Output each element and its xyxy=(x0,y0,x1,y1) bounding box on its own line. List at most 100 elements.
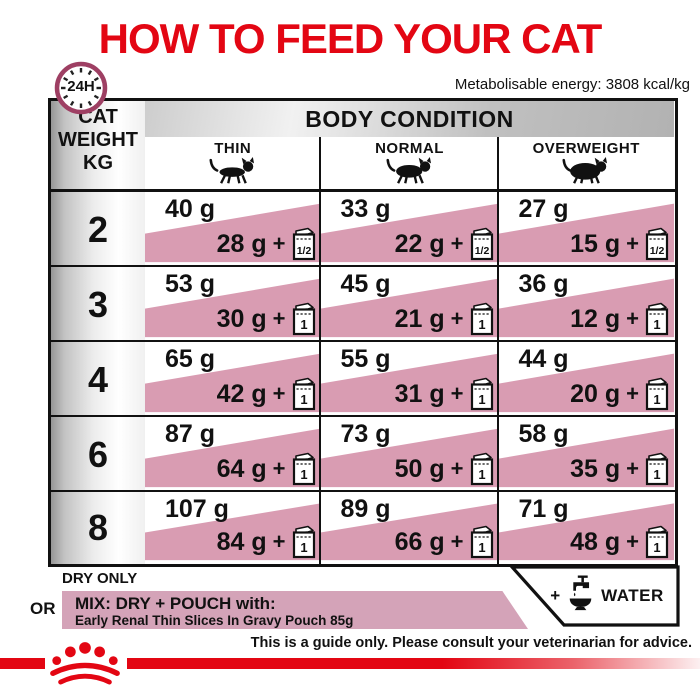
pouch-count: 1 xyxy=(653,317,660,332)
feeding-cell: 73 g 50 g + 1 xyxy=(320,417,499,490)
plus-sign: + xyxy=(626,381,639,406)
mix-amount: 15 g xyxy=(570,229,621,258)
pouch-count: 1 xyxy=(300,540,307,555)
energy-note: Metabolisable energy: 3808 kcal/kg xyxy=(454,76,690,93)
row-divider-line xyxy=(51,415,675,417)
mix-amount-row: 30 g + 1 xyxy=(217,302,316,336)
plus-sign: + xyxy=(450,529,464,554)
mix-amount: 66 g xyxy=(394,527,445,556)
feeding-cell: 65 g 42 g + 1 xyxy=(145,342,321,415)
dry-amount: 55 g xyxy=(340,345,391,373)
mix-amount-row: 84 g + 1 xyxy=(217,525,316,559)
feeding-cell: 27 g 15 g + 1/2 xyxy=(498,192,674,265)
mix-amount: 12 g xyxy=(570,304,621,333)
dry-amount: 44 g xyxy=(518,345,569,373)
mix-amount-row: 31 g + 1 xyxy=(395,377,494,411)
mix-title: MIX: DRY + POUCH with: xyxy=(75,594,276,613)
feeding-cell: 53 g 30 g + 1 xyxy=(145,267,321,340)
pouch-count: 1 xyxy=(478,317,485,332)
plus-sign: + xyxy=(272,381,286,406)
mix-amount-row: 15 g + 1/2 xyxy=(570,227,669,261)
column-header-normal: NORMAL xyxy=(321,137,499,189)
dry-amount: 33 g xyxy=(340,195,391,223)
mix-amount: 50 g xyxy=(394,454,445,483)
row-divider-line xyxy=(51,265,675,267)
mix-amount-row: 42 g + 1 xyxy=(217,377,316,411)
dry-amount: 107 g xyxy=(165,495,229,523)
feeding-cell: 87 g 64 g + 1 xyxy=(145,417,321,490)
water-label: WATER xyxy=(601,586,664,605)
pouch-icon: 1 xyxy=(645,525,669,559)
plus-sign: + xyxy=(550,586,561,605)
dry-amount: 53 g xyxy=(165,270,216,298)
row-divider-line xyxy=(51,490,675,492)
pouch-icon: 1 xyxy=(645,377,669,411)
or-label: OR xyxy=(30,599,56,618)
feeding-cell: 36 g 12 g + 1 xyxy=(498,267,674,340)
mix-amount: 30 g xyxy=(216,304,267,333)
column-divider-line xyxy=(318,137,321,564)
dry-only-label: DRY ONLY xyxy=(62,570,138,587)
mix-amount-row: 64 g + 1 xyxy=(217,452,316,486)
pouch-icon: 1 xyxy=(645,452,669,486)
weight-value: 3 xyxy=(87,283,109,325)
mix-amount-row: 21 g + 1 xyxy=(395,302,494,336)
weight-column-background xyxy=(51,101,145,564)
plus-sign: + xyxy=(626,529,639,554)
mix-amount-row: 48 g + 1 xyxy=(570,525,669,559)
dry-amount: 27 g xyxy=(518,195,569,223)
plus-sign: + xyxy=(450,381,464,406)
cat-overweight-icon xyxy=(562,157,608,184)
weight-value: 8 xyxy=(87,506,109,548)
pouch-count: 1 xyxy=(653,467,660,482)
feeding-cell: 107 g 84 g + 1 xyxy=(145,492,321,563)
dry-amount: 71 g xyxy=(518,495,569,523)
pouch-icon: 1 xyxy=(292,377,316,411)
mix-amount-row: 20 g + 1 xyxy=(570,377,669,411)
pouch-count: 1 xyxy=(653,392,660,407)
pouch-icon: 1 xyxy=(292,525,316,559)
feeding-cell: 44 g 20 g + 1 xyxy=(498,342,674,415)
feeding-cell: 71 g 48 g + 1 xyxy=(498,492,674,563)
pouch-count: 1/2 xyxy=(474,245,489,257)
feeding-cell: 58 g 35 g + 1 xyxy=(498,417,674,490)
mix-amount-row: 66 g + 1 xyxy=(395,525,494,559)
water-note: + WATER xyxy=(536,572,678,620)
column-header-thin: THIN xyxy=(145,137,321,189)
feeding-cell: 33 g 22 g + 1/2 xyxy=(320,192,499,265)
pouch-icon: 1 xyxy=(470,377,494,411)
column-label: OVERWEIGHT xyxy=(532,140,640,157)
24h-clock-icon xyxy=(52,59,110,117)
pouch-count: 1 xyxy=(300,317,307,332)
mix-amount-row: 50 g + 1 xyxy=(395,452,494,486)
mix-amount: 22 g xyxy=(394,229,445,258)
mix-amount-row: 12 g + 1 xyxy=(570,302,669,336)
feeding-cell: 45 g 21 g + 1 xyxy=(320,267,499,340)
dry-amount: 36 g xyxy=(518,270,569,298)
weight-value: 6 xyxy=(87,433,109,475)
page-title: HOW TO FEED YOUR CAT xyxy=(98,15,603,62)
pouch-icon: 1 xyxy=(292,302,316,336)
pouch-icon: 1 xyxy=(292,452,316,486)
mix-amount: 48 g xyxy=(570,527,621,556)
pouch-count: 1/2 xyxy=(650,245,665,257)
mix-amount: 28 g xyxy=(216,229,267,258)
column-divider-line xyxy=(496,137,499,564)
dry-amount: 40 g xyxy=(165,195,216,223)
mix-amount: 35 g xyxy=(570,454,621,483)
mix-amount: 21 g xyxy=(394,304,445,333)
column-label: NORMAL xyxy=(375,140,444,157)
feeding-cell: 40 g 28 g + 1/2 xyxy=(145,192,321,265)
mix-subtitle: Early Renal Thin Slices In Gravy Pouch 8… xyxy=(75,613,354,628)
pouch-count: 1 xyxy=(478,467,485,482)
dry-amount: 73 g xyxy=(340,420,391,448)
clock-24h-label: 24H xyxy=(67,78,95,95)
plus-sign: + xyxy=(450,456,464,481)
weight-header-line: KG xyxy=(83,152,113,174)
mix-amount: 31 g xyxy=(394,379,445,408)
plus-sign: + xyxy=(626,306,639,331)
water-badge xyxy=(508,564,681,633)
mix-amount-row: 22 g + 1/2 xyxy=(395,227,494,261)
water-faucet-icon xyxy=(567,575,594,617)
column-label: THIN xyxy=(214,140,252,157)
